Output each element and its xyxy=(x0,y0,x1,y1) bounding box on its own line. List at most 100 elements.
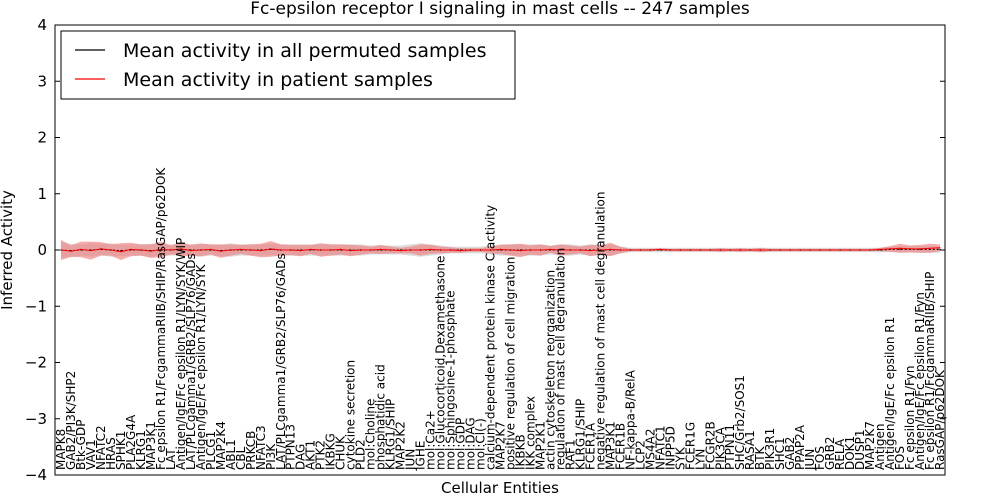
x-tick-label: Fc epsilon R1/FcgammaRIIB/SHIP xyxy=(923,272,937,470)
data-point xyxy=(479,249,482,251)
x-tick-label: PLD2 xyxy=(354,439,368,470)
data-point xyxy=(889,248,891,250)
x-tick-label: VAV1 xyxy=(84,439,98,470)
x-tick-label: mol:Sphingosine-1-phosphate xyxy=(444,291,458,471)
x-tick-label: KLRG1/SHIP xyxy=(573,399,587,470)
data-point xyxy=(360,249,362,251)
y-axis-label: Inferred Activity xyxy=(0,190,16,310)
x-tick-label: IKBKB xyxy=(514,434,528,470)
x-tick-label: GAB2/PI3K/SHP2 xyxy=(64,371,78,470)
data-point xyxy=(120,250,122,252)
data-point xyxy=(430,249,432,251)
data-point xyxy=(459,249,462,251)
data-point xyxy=(250,249,252,251)
data-point xyxy=(689,249,691,251)
x-tick-label: NF-kappa-B/RelA xyxy=(623,369,637,470)
legend: Mean activity in all permuted samples Me… xyxy=(60,30,516,100)
x-tick-label: mol:GDP xyxy=(454,418,468,470)
data-point xyxy=(340,249,342,251)
x-tick-label: RELA xyxy=(833,438,847,470)
x-tick-label: DUSP1 xyxy=(853,429,867,470)
data-point xyxy=(160,249,162,251)
x-tick-label: Antigen/IgE/Fc epsilon R1/Fyn xyxy=(913,292,927,470)
data-point xyxy=(100,248,102,250)
y-tick-label: −1 xyxy=(25,297,47,315)
data-point xyxy=(779,249,781,251)
x-tick-label: PLCG1 xyxy=(204,431,218,470)
data-point xyxy=(390,249,392,251)
x-tick-label: PTK2 xyxy=(314,440,328,470)
x-tick-label: negative regulation of mast cell degranu… xyxy=(593,191,607,470)
x-tick-label: CBL xyxy=(234,446,248,470)
data-point xyxy=(769,249,771,251)
y-tick-label: −2 xyxy=(25,354,47,372)
x-tick-label: Antigen/IgE/Fc epsilon R1/LYN/SYK/WIP xyxy=(174,238,188,470)
data-point xyxy=(230,249,232,251)
x-tick-label: SHC1 xyxy=(773,437,787,470)
x-tick-label: Antigen xyxy=(873,424,887,470)
x-tick-label: MAP2K2 xyxy=(394,421,408,470)
x-tick-label: RAF1 xyxy=(563,439,577,470)
x-tick-label: phosphatidic acid xyxy=(374,364,388,470)
x-tick-label: LCP2 xyxy=(633,440,647,470)
x-tick-label: FCGR2B xyxy=(703,421,717,470)
x-tick-label: MAP3K1 xyxy=(603,421,617,470)
data-point xyxy=(509,249,512,251)
x-tick-label: MAP2K7 xyxy=(863,421,877,470)
x-tick-label: MAP3K1 xyxy=(144,421,158,470)
x-tick-label: PI3K xyxy=(264,443,278,470)
x-tick-label: NFATC2 xyxy=(94,425,108,470)
x-tick-label: MAP2K1 xyxy=(534,421,548,470)
x-tick-label: GRB2 xyxy=(823,436,837,470)
data-point xyxy=(639,249,641,251)
data-point xyxy=(110,249,112,251)
x-tick-label: Btk-GDP xyxy=(74,420,88,470)
data-point xyxy=(440,249,442,251)
x-tick-label: PLA2G4A xyxy=(124,414,138,470)
x-tick-label: PTPN11 xyxy=(723,424,737,470)
data-point xyxy=(739,249,741,251)
data-point xyxy=(400,249,402,251)
x-tick-label: FOS xyxy=(813,446,827,470)
x-tick-label: calcium-dependent protein kinase C activ… xyxy=(484,205,498,470)
legend-label-patient: Mean activity in patient samples xyxy=(123,69,433,91)
x-tick-label: cytokine secretion xyxy=(344,360,358,470)
data-point xyxy=(410,249,412,251)
data-point xyxy=(80,249,82,251)
data-point xyxy=(849,249,851,251)
x-tick-label: DOK1 xyxy=(843,436,857,470)
x-tick-label: NFATC3 xyxy=(254,425,268,470)
data-point xyxy=(679,249,681,251)
data-point xyxy=(619,249,622,251)
x-tick-label: MAPK8 xyxy=(54,429,68,470)
data-point xyxy=(210,249,212,251)
data-point xyxy=(869,249,871,251)
x-tick-label: JUN xyxy=(803,449,817,471)
data-point xyxy=(310,249,312,251)
data-point xyxy=(280,249,282,251)
data-point xyxy=(929,248,931,250)
x-tick-label: PPAP2A xyxy=(793,424,807,470)
data-point xyxy=(420,249,422,251)
x-tick-label: LAT xyxy=(164,448,178,470)
x-tick-label: PIK3R1 xyxy=(763,428,777,470)
data-point xyxy=(649,249,651,251)
x-tick-label: DAG xyxy=(294,444,308,470)
x-tick-label: PIK3CA xyxy=(713,426,727,470)
x-tick-label: PRKCB xyxy=(244,431,258,470)
data-point xyxy=(549,249,552,251)
data-point xyxy=(370,249,372,251)
data-point xyxy=(529,249,532,251)
data-point xyxy=(270,248,272,250)
x-tick-label: RasGAP/p62DOK xyxy=(933,369,947,470)
x-tick-label: positive regulation of cell migration xyxy=(504,257,518,470)
chart-title: Fc-epsilon receptor I signaling in mast … xyxy=(250,0,750,19)
y-tick-label: 3 xyxy=(37,72,47,90)
axes-frame xyxy=(54,24,946,476)
data-point xyxy=(929,247,931,249)
y-tick-label: 0 xyxy=(37,241,47,259)
x-tick-label: MS4A2 xyxy=(643,429,657,470)
x-tick-label: SYK xyxy=(673,446,687,470)
data-point xyxy=(729,249,731,251)
